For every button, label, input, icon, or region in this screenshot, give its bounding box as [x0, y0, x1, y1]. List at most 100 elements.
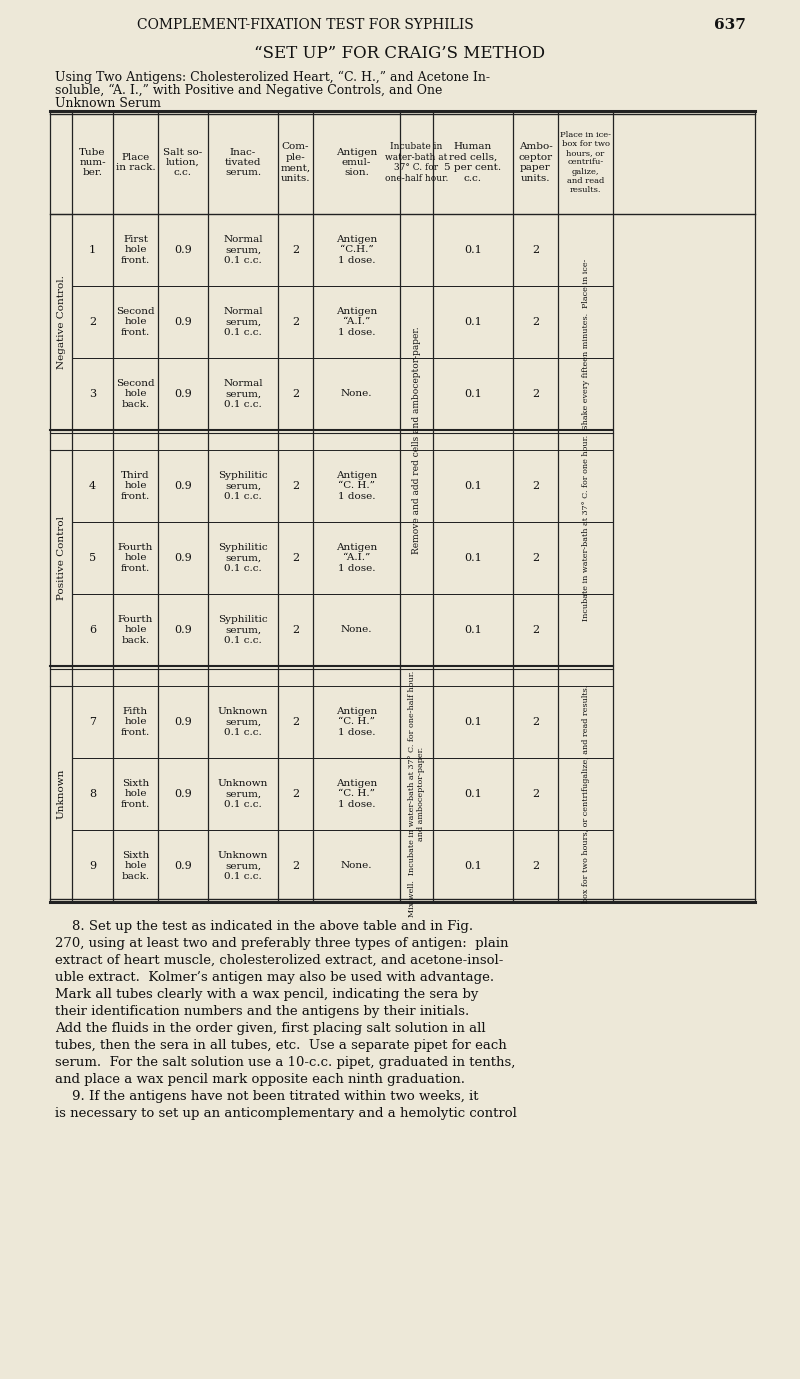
Text: 2: 2	[292, 553, 299, 563]
Text: 2: 2	[292, 481, 299, 491]
Text: 2: 2	[292, 317, 299, 327]
Text: 2: 2	[292, 789, 299, 798]
Text: extract of heart muscle, cholesterolized extract, and acetone-insol-: extract of heart muscle, cholesterolized…	[55, 954, 503, 967]
Text: 0.9: 0.9	[174, 481, 192, 491]
Text: 0.9: 0.9	[174, 389, 192, 399]
Text: 2: 2	[532, 481, 539, 491]
Text: Ambo-
ceptor
paper
units.: Ambo- ceptor paper units.	[518, 142, 553, 182]
Text: 0.9: 0.9	[174, 553, 192, 563]
Text: 5: 5	[89, 553, 96, 563]
Text: 0.1: 0.1	[464, 317, 482, 327]
Text: Human
red cells,
5 per cent.
c.c.: Human red cells, 5 per cent. c.c.	[445, 142, 502, 182]
Text: Second
hole
back.: Second hole back.	[116, 379, 155, 410]
Text: Normal
serum,
0.1 c.c.: Normal serum, 0.1 c.c.	[223, 379, 263, 410]
Text: Com-
ple-
ment,
units.: Com- ple- ment, units.	[281, 142, 310, 182]
Text: First
hole
front.: First hole front.	[121, 234, 150, 265]
Text: 3: 3	[89, 389, 96, 399]
Text: Unknown
serum,
0.1 c.c.: Unknown serum, 0.1 c.c.	[218, 779, 268, 809]
Text: “SET UP” FOR CRAIG’S METHOD: “SET UP” FOR CRAIG’S METHOD	[254, 44, 546, 62]
Text: COMPLEMENT-FIXATION TEST FOR SYPHILIS: COMPLEMENT-FIXATION TEST FOR SYPHILIS	[137, 18, 474, 32]
Text: 0.1: 0.1	[464, 789, 482, 798]
Text: Fourth
hole
back.: Fourth hole back.	[118, 615, 153, 645]
Text: Unknown Serum: Unknown Serum	[55, 97, 161, 110]
Text: Antigen
“C. H.”
1 dose.: Antigen “C. H.” 1 dose.	[336, 707, 377, 736]
Text: 2: 2	[532, 389, 539, 399]
Text: Third
hole
front.: Third hole front.	[121, 472, 150, 501]
Text: 8: 8	[89, 789, 96, 798]
Text: 2: 2	[532, 789, 539, 798]
Text: 2: 2	[532, 625, 539, 634]
Text: Tube
num-
ber.: Tube num- ber.	[79, 148, 106, 178]
Text: 9. If the antigens have not been titrated within two weeks, it: 9. If the antigens have not been titrate…	[55, 1089, 478, 1103]
Text: 8. Set up the test as indicated in the above table and in Fig.: 8. Set up the test as indicated in the a…	[55, 920, 473, 934]
Text: 0.9: 0.9	[174, 860, 192, 872]
Text: 2: 2	[292, 625, 299, 634]
Text: tubes, then the sera in all tubes, etc.  Use a separate pipet for each: tubes, then the sera in all tubes, etc. …	[55, 1038, 506, 1052]
Text: 637: 637	[714, 18, 746, 32]
Text: 2: 2	[292, 245, 299, 255]
Text: Antigen
emul-
sion.: Antigen emul- sion.	[336, 148, 377, 178]
Text: 2: 2	[532, 317, 539, 327]
Text: 1: 1	[89, 245, 96, 255]
Text: 0.1: 0.1	[464, 553, 482, 563]
Text: 270, using at least two and preferably three types of antigen:  plain: 270, using at least two and preferably t…	[55, 936, 509, 950]
Text: 2: 2	[292, 717, 299, 727]
Text: Fourth
hole
front.: Fourth hole front.	[118, 543, 153, 572]
Text: Inac-
tivated
serum.: Inac- tivated serum.	[225, 148, 262, 178]
Text: Antigen
“A.I.”
1 dose.: Antigen “A.I.” 1 dose.	[336, 543, 377, 572]
Text: 2: 2	[89, 317, 96, 327]
Text: 0.1: 0.1	[464, 625, 482, 634]
Text: 0.9: 0.9	[174, 789, 192, 798]
Text: 0.1: 0.1	[464, 245, 482, 255]
Text: Sixth
hole
back.: Sixth hole back.	[122, 851, 150, 881]
Text: 0.9: 0.9	[174, 245, 192, 255]
Text: their identification numbers and the antigens by their initials.: their identification numbers and the ant…	[55, 1005, 470, 1018]
Text: Normal
serum,
0.1 c.c.: Normal serum, 0.1 c.c.	[223, 308, 263, 336]
Text: None.: None.	[341, 862, 372, 870]
Text: Mark all tubes clearly with a wax pencil, indicating the sera by: Mark all tubes clearly with a wax pencil…	[55, 987, 478, 1001]
Text: Syphilitic
serum,
0.1 c.c.: Syphilitic serum, 0.1 c.c.	[218, 543, 268, 572]
Text: is necessary to set up an anticomplementary and a hemolytic control: is necessary to set up an anticomplement…	[55, 1107, 517, 1120]
Text: 0.1: 0.1	[464, 860, 482, 872]
Text: 2: 2	[532, 245, 539, 255]
Text: Using Two Antigens: Cholesterolized Heart, “C. H.,” and Acetone In-: Using Two Antigens: Cholesterolized Hear…	[55, 70, 490, 84]
Text: Positive Control: Positive Control	[57, 516, 66, 600]
Text: Antigen
“C. H.”
1 dose.: Antigen “C. H.” 1 dose.	[336, 472, 377, 501]
Text: 2: 2	[292, 389, 299, 399]
Text: Place
in rack.: Place in rack.	[116, 153, 155, 172]
Text: Incubate in water-bath at 37° C. for one hour.  Shake every fifteen minutes.  Pl: Incubate in water-bath at 37° C. for one…	[582, 259, 590, 621]
Text: 0.1: 0.1	[464, 481, 482, 491]
Text: Place in ice-
box for two
hours, or
centrifu-
galize,
and read
results.: Place in ice- box for two hours, or cent…	[560, 131, 611, 194]
Text: Remove and add red cells and amboceptor-paper.: Remove and add red cells and amboceptor-…	[412, 327, 421, 554]
Text: Unknown
serum,
0.1 c.c.: Unknown serum, 0.1 c.c.	[218, 851, 268, 881]
Text: Antigen
“A.I.”
1 dose.: Antigen “A.I.” 1 dose.	[336, 308, 377, 336]
Text: Antigen
“C.H.”
1 dose.: Antigen “C.H.” 1 dose.	[336, 234, 377, 265]
Text: Incubate in
water-bath at
37° C. for
one-half hour.: Incubate in water-bath at 37° C. for one…	[385, 142, 448, 182]
Text: serum.  For the salt solution use a 10-c.c. pipet, graduated in tenths,: serum. For the salt solution use a 10-c.…	[55, 1056, 515, 1069]
Text: Fifth
hole
front.: Fifth hole front.	[121, 707, 150, 736]
Text: 0.9: 0.9	[174, 317, 192, 327]
Text: 0.1: 0.1	[464, 389, 482, 399]
Text: 2: 2	[532, 860, 539, 872]
Text: 9: 9	[89, 860, 96, 872]
Text: 0.1: 0.1	[464, 717, 482, 727]
Text: 6: 6	[89, 625, 96, 634]
Text: Salt so-
lution,
c.c.: Salt so- lution, c.c.	[163, 148, 202, 178]
Text: Syphilitic
serum,
0.1 c.c.: Syphilitic serum, 0.1 c.c.	[218, 472, 268, 501]
Text: Mix well.  Incubate in water-bath at 37° C. for one-half hour.
and amboceptor-pa: Mix well. Incubate in water-bath at 37° …	[408, 670, 425, 917]
Text: uble extract.  Kolmer’s antigen may also be used with advantage.: uble extract. Kolmer’s antigen may also …	[55, 971, 494, 985]
Text: None.: None.	[341, 389, 372, 399]
Text: box for two hours, or centrifugalize, and read results.: box for two hours, or centrifugalize, an…	[582, 685, 590, 903]
Text: 0.9: 0.9	[174, 625, 192, 634]
Text: None.: None.	[341, 626, 372, 634]
Text: Sixth
hole
front.: Sixth hole front.	[121, 779, 150, 809]
Text: 0.9: 0.9	[174, 717, 192, 727]
Text: and place a wax pencil mark opposite each ninth graduation.: and place a wax pencil mark opposite eac…	[55, 1073, 465, 1087]
Text: Unknown
serum,
0.1 c.c.: Unknown serum, 0.1 c.c.	[218, 707, 268, 736]
Text: 7: 7	[89, 717, 96, 727]
Text: 2: 2	[532, 553, 539, 563]
Text: 2: 2	[292, 860, 299, 872]
Text: 2: 2	[532, 717, 539, 727]
Text: Unknown: Unknown	[57, 769, 66, 819]
Text: Second
hole
front.: Second hole front.	[116, 308, 155, 336]
